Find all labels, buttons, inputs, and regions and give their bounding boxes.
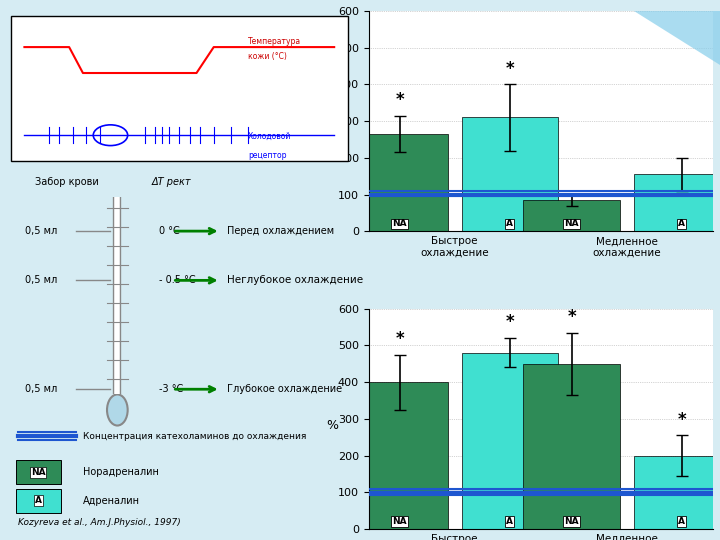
Bar bbox=[462, 117, 558, 232]
Text: рецептор: рецептор bbox=[248, 151, 287, 160]
Text: ΔT рект: ΔT рект bbox=[152, 177, 192, 187]
Bar bbox=[523, 364, 620, 529]
FancyBboxPatch shape bbox=[11, 16, 348, 161]
Polygon shape bbox=[634, 11, 720, 65]
Text: A: A bbox=[506, 219, 513, 228]
Text: Концентрация катехоламинов до охлаждения: Концентрация катехоламинов до охлаждения bbox=[83, 432, 306, 441]
Bar bbox=[523, 200, 620, 232]
Text: Адреналин: Адреналин bbox=[83, 496, 140, 505]
Bar bbox=[351, 134, 448, 232]
Text: A: A bbox=[35, 496, 42, 505]
Text: NA: NA bbox=[564, 517, 579, 526]
Text: NA: NA bbox=[392, 517, 407, 526]
Text: *: * bbox=[505, 313, 514, 332]
Y-axis label: %: % bbox=[326, 121, 338, 134]
Bar bbox=[462, 353, 558, 529]
Text: NA: NA bbox=[31, 468, 45, 477]
Text: 0,5 мл: 0,5 мл bbox=[25, 226, 58, 236]
Text: A: A bbox=[678, 219, 685, 228]
Text: A: A bbox=[678, 517, 685, 526]
Text: Глубокое охлаждение: Глубокое охлаждение bbox=[228, 384, 343, 394]
Text: 0,5 мл: 0,5 мл bbox=[25, 384, 58, 394]
Text: Неглубокое охлаждение: Неглубокое охлаждение bbox=[228, 275, 364, 285]
Text: Забор крови: Забор крови bbox=[35, 177, 99, 187]
Text: *: * bbox=[678, 411, 686, 429]
Text: кожи (°C): кожи (°C) bbox=[248, 52, 287, 61]
Text: Перед охлаждением: Перед охлаждением bbox=[228, 226, 335, 236]
Text: 0 °C: 0 °C bbox=[158, 226, 179, 236]
FancyBboxPatch shape bbox=[16, 489, 60, 512]
Bar bbox=[351, 382, 448, 529]
Bar bbox=[634, 456, 720, 529]
Bar bbox=[634, 174, 720, 232]
Text: *: * bbox=[395, 91, 404, 109]
Text: A: A bbox=[506, 517, 513, 526]
Text: 0,5 мл: 0,5 мл bbox=[25, 275, 58, 285]
Text: *: * bbox=[395, 330, 404, 348]
Text: Температура: Температура bbox=[248, 37, 301, 46]
Text: *: * bbox=[505, 60, 514, 78]
Text: NA: NA bbox=[564, 219, 579, 228]
Text: Норадреналин: Норадреналин bbox=[83, 467, 159, 477]
Y-axis label: %: % bbox=[326, 419, 338, 432]
Text: Холодовой: Холодовой bbox=[248, 131, 292, 140]
FancyBboxPatch shape bbox=[16, 460, 60, 484]
Text: NA: NA bbox=[392, 219, 407, 228]
Ellipse shape bbox=[107, 394, 127, 426]
Text: Kozyreva et al., Am.J.Physiol., 1997): Kozyreva et al., Am.J.Physiol., 1997) bbox=[17, 518, 180, 526]
Text: - 0.5 °C: - 0.5 °C bbox=[158, 275, 195, 285]
Text: -3 °C: -3 °C bbox=[158, 384, 183, 394]
Text: *: * bbox=[567, 308, 576, 326]
